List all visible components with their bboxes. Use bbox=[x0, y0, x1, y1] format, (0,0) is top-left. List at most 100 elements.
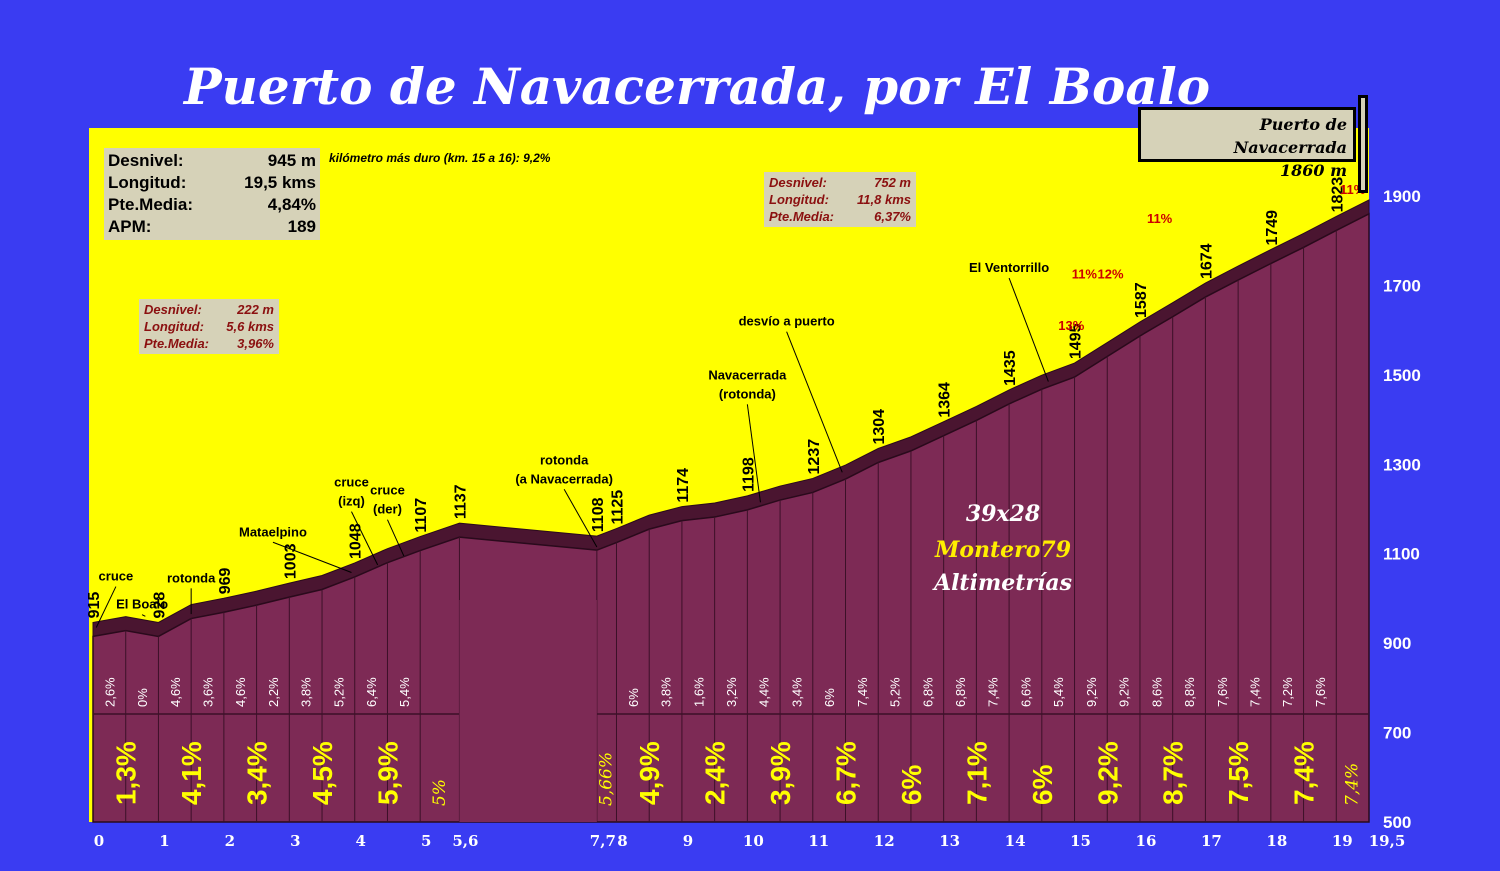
half-km-gradient-label: 2,6% bbox=[102, 677, 117, 707]
annotation-leader bbox=[563, 489, 598, 548]
climb-stat-row: Pte.Media: 6,37% bbox=[769, 208, 911, 225]
steep-gradient-label: 11% bbox=[1147, 211, 1173, 226]
climb-stats-box: Desnivel: 752 m Longitud: 11,8 kms Pte.Media… bbox=[764, 172, 916, 227]
half-km-gradient-label: 6,8% bbox=[920, 677, 935, 707]
km-gradient-label: 5% bbox=[430, 779, 450, 806]
place-annotation: rotonda bbox=[167, 570, 216, 585]
global-stat-row: Pte.Media: 4,84% bbox=[108, 194, 316, 216]
first-section-stat-value: 5,6 kms bbox=[226, 319, 274, 334]
first-section-stat-label: Desnivel: bbox=[144, 302, 202, 317]
half-km-gradient-label: 7,6% bbox=[1215, 677, 1230, 707]
altitude-label: 1003 bbox=[282, 543, 299, 579]
half-km-gradient-label: 6,4% bbox=[364, 677, 379, 707]
place-annotation: cruce (der) bbox=[370, 483, 405, 517]
x-tick-label: 19 bbox=[1332, 832, 1353, 850]
y-tick-label: 1500 bbox=[1383, 366, 1421, 385]
km-gradient-label: 6% bbox=[896, 764, 927, 805]
first-section-stat-value: 3,96% bbox=[237, 336, 274, 351]
climb-stat-label: Desnivel: bbox=[769, 175, 827, 190]
climb-stat-label: Longitud: bbox=[769, 192, 829, 207]
half-km-gradient-label: 6,8% bbox=[953, 677, 968, 707]
half-km-gradient-label: 7,4% bbox=[1247, 677, 1262, 707]
annotation-leader bbox=[1008, 277, 1049, 382]
global-stats-box: Desnivel: 945 m Longitud: 19,5 kms Pte.Media… bbox=[104, 148, 320, 240]
half-km-gradient-label: 6,6% bbox=[1018, 677, 1033, 707]
altitude-label: 1107 bbox=[413, 498, 430, 533]
summit-name: Puerto de Navacerrada bbox=[1233, 115, 1347, 157]
place-annotation: cruce (izq) bbox=[334, 475, 369, 509]
half-km-gradient-label: 3,6% bbox=[201, 677, 216, 707]
place-annotation: Mataelpino bbox=[239, 524, 307, 539]
km-gradient-label: 6,7% bbox=[831, 741, 862, 805]
x-tick-label: 18 bbox=[1266, 832, 1287, 850]
flat-section-fill bbox=[459, 600, 597, 822]
first-section-stats-box: Desnivel: 222 m Longitud: 5,6 kms Pte.Media:… bbox=[139, 299, 279, 354]
annotation-leader bbox=[95, 586, 117, 628]
x-tick-label: 5 bbox=[421, 832, 431, 850]
half-km-gradient-label: 4,4% bbox=[757, 677, 772, 707]
altitude-label: 1237 bbox=[806, 439, 823, 475]
km-gradient-label: 3,9% bbox=[765, 741, 796, 805]
first-section-stat-value: 222 m bbox=[237, 302, 274, 317]
climb-stat-value: 6,37% bbox=[874, 209, 911, 224]
watermark-gear: 39x28 bbox=[965, 501, 1041, 527]
global-stat-label: Longitud: bbox=[108, 173, 187, 192]
x-tick-label: 4 bbox=[356, 832, 366, 850]
first-section-stat-row: Desnivel: 222 m bbox=[144, 301, 274, 318]
global-stat-value: 4,84% bbox=[267, 195, 316, 214]
km-gradient-label: 9,2% bbox=[1092, 741, 1123, 805]
km-gradient-label: 4,9% bbox=[634, 741, 665, 805]
km-gradient-label: 4,5% bbox=[307, 741, 338, 805]
altitude-label: 1674 bbox=[1198, 243, 1215, 279]
annotation-leader bbox=[746, 404, 761, 503]
x-tick-label: 11 bbox=[808, 832, 829, 850]
half-km-gradient-label: 7,2% bbox=[1280, 677, 1295, 707]
steep-gradient-label: 12% bbox=[1098, 267, 1124, 282]
km-gradient-label: 1,3% bbox=[111, 741, 142, 805]
altitude-label: 1435 bbox=[1002, 350, 1019, 386]
x-tick-label: 15 bbox=[1070, 832, 1091, 850]
x-tick-label: 3 bbox=[290, 832, 300, 850]
summit-sign: Puerto de Navacerrada 1860 m bbox=[1138, 107, 1356, 180]
y-tick-label: 1700 bbox=[1383, 276, 1421, 295]
global-stat-value: 19,5 kms bbox=[244, 173, 316, 192]
place-annotation: rotonda (a Navacerrada) bbox=[515, 452, 613, 486]
km-gradient-label: 3,4% bbox=[242, 741, 273, 805]
half-km-gradient-label: 3,2% bbox=[724, 677, 739, 707]
half-km-gradient-label: 3,8% bbox=[659, 677, 674, 707]
km-gradient-label: 7,4% bbox=[1289, 741, 1320, 805]
half-km-gradient-label: 8,8% bbox=[1182, 677, 1197, 707]
x-tick-label: 19,5 bbox=[1369, 832, 1406, 850]
km-gradient-label: 6% bbox=[1027, 764, 1058, 805]
x-tick-label: 8 bbox=[617, 832, 627, 850]
half-km-gradient-label: 9,2% bbox=[1117, 677, 1132, 707]
altitude-label: 969 bbox=[217, 567, 234, 594]
altitude-label: 1137 bbox=[452, 484, 469, 519]
km-gradient-label: 7,5% bbox=[1223, 741, 1254, 805]
x-tick-label: 1 bbox=[159, 832, 169, 850]
half-km-gradient-label: 3,8% bbox=[299, 677, 314, 707]
altitude-label: 1495 bbox=[1068, 323, 1085, 359]
summit-altitude: 1860 m bbox=[1279, 161, 1347, 180]
x-tick-label: 9 bbox=[683, 832, 693, 850]
altitude-label: 1823 bbox=[1329, 177, 1346, 213]
climb-stat-row: Longitud: 11,8 kms bbox=[769, 191, 911, 208]
annotation-leader bbox=[387, 519, 405, 557]
global-stat-row: Desnivel: 945 m bbox=[108, 150, 316, 172]
first-section-stat-label: Pte.Media: bbox=[144, 336, 210, 351]
place-annotation: El Boalo bbox=[116, 597, 168, 612]
annotation-leader bbox=[351, 511, 379, 566]
half-km-gradient-label: 5,4% bbox=[1051, 677, 1066, 707]
first-section-stat-label: Longitud: bbox=[144, 319, 204, 334]
half-km-gradient-label: 2,2% bbox=[266, 677, 281, 707]
climb-stat-value: 11,8 kms bbox=[857, 192, 911, 207]
half-km-gradient-label: 6% bbox=[626, 688, 641, 707]
half-km-gradient-label: 7,6% bbox=[1313, 677, 1328, 707]
km-gradient-label: 5,66% bbox=[597, 752, 617, 806]
y-tick-label: 700 bbox=[1383, 724, 1411, 743]
x-tick-label: 5,6 bbox=[452, 832, 478, 850]
global-stat-row: APM: 189 bbox=[108, 216, 316, 238]
annotation-leader bbox=[141, 614, 146, 617]
place-annotation: cruce bbox=[99, 569, 134, 584]
